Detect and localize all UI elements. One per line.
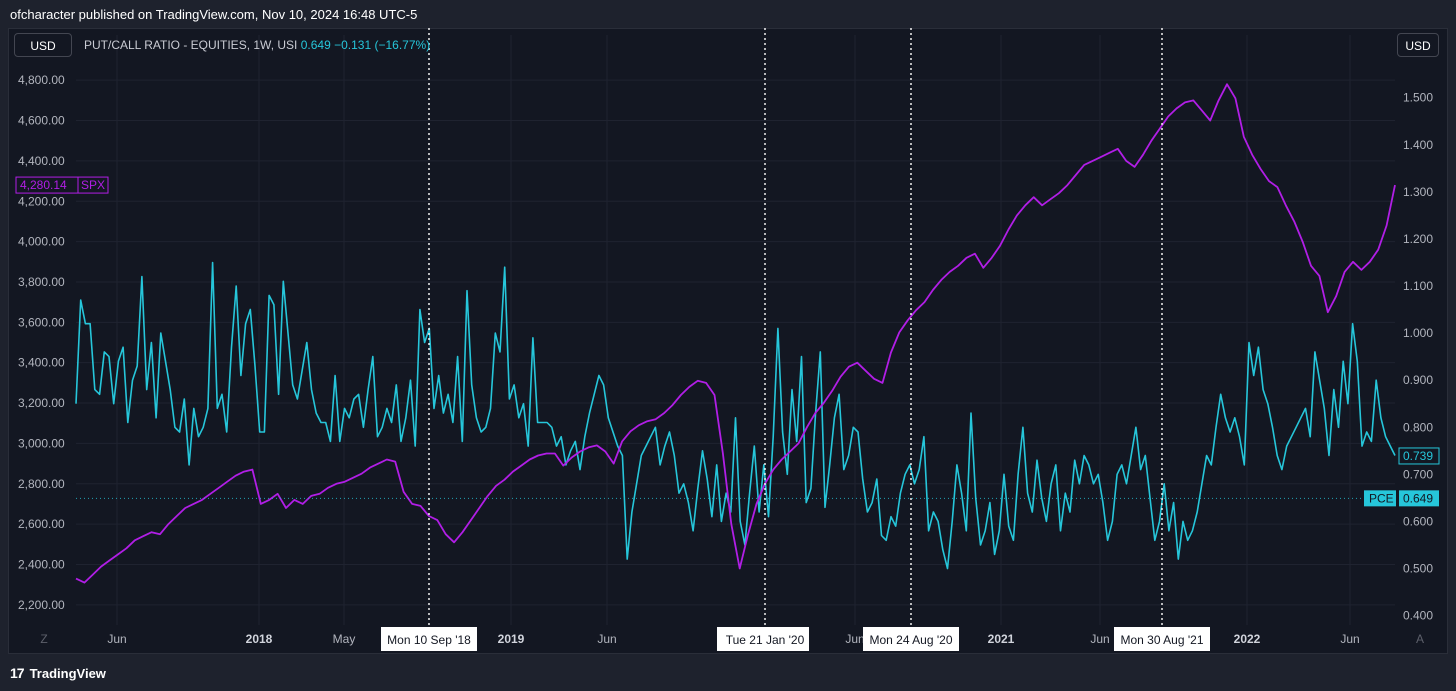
x-axis-tick-label: Jun bbox=[1090, 632, 1109, 646]
publish-header: ofcharacter published on TradingView.com… bbox=[0, 0, 1456, 30]
chart-canvas[interactable]: 4,800.00 4,600.00 4,400.00 4,200.00 4,000.00… bbox=[0, 0, 1456, 656]
x-axis-tick-label: 2021 bbox=[988, 632, 1015, 646]
left-axis-tick-label: 4,800.00 bbox=[18, 73, 65, 87]
right-axis-tick-label: 1.200 bbox=[1403, 232, 1433, 246]
right-scale-mode-button[interactable]: A bbox=[1416, 632, 1424, 646]
pce-name-tag[interactable] bbox=[1364, 490, 1396, 507]
right-axis-tick-label: 0.400 bbox=[1403, 609, 1433, 623]
x-axis-tick-label: Jun bbox=[1340, 632, 1359, 646]
x-axis-tick-label: 2022 bbox=[1234, 632, 1261, 646]
date-marker-label-box bbox=[717, 627, 809, 651]
tradingview-logo-icon: 17 bbox=[10, 665, 25, 681]
x-axis-tick-label: 2018 bbox=[246, 632, 273, 646]
left-axis-tick-label: 2,200.00 bbox=[18, 598, 65, 612]
x-axis-tick-label: Jun bbox=[107, 632, 126, 646]
spx-price-tag[interactable] bbox=[15, 176, 109, 194]
left-axis-tick-label: 4,400.00 bbox=[18, 154, 65, 168]
left-axis-tick-label: 3,800.00 bbox=[18, 275, 65, 289]
left-axis-tick-label: 4,600.00 bbox=[18, 114, 65, 128]
right-axis-tick-label: 0.800 bbox=[1403, 420, 1433, 434]
pce-name-label: PCE bbox=[1369, 491, 1394, 505]
date-marker-label: Mon 24 Aug '20 bbox=[869, 633, 952, 647]
date-marker-label-box bbox=[863, 627, 959, 651]
legend-change: −0.131 (−16.77%) bbox=[334, 38, 431, 52]
right-axis-tick-label: 1.000 bbox=[1403, 326, 1433, 340]
tradingview-logo[interactable]: 17 TradingView bbox=[10, 665, 106, 681]
legend-series-name: PUT/CALL RATIO - EQUITIES, 1W, USI bbox=[84, 38, 298, 52]
date-marker-label-box bbox=[1114, 627, 1210, 651]
footer-bar bbox=[0, 656, 1456, 691]
date-marker-label: Tue 21 Jan '20 bbox=[726, 633, 805, 647]
pce-value-tag[interactable] bbox=[1398, 447, 1440, 465]
x-axis-tick-label: Jun bbox=[845, 632, 864, 646]
left-axis-tick-label: 3,600.00 bbox=[18, 315, 65, 329]
right-axis-tick-label: 1.500 bbox=[1403, 91, 1433, 105]
left-currency-button[interactable]: USD bbox=[14, 33, 72, 57]
legend-value: 0.649 bbox=[300, 38, 331, 52]
date-marker-label: Mon 30 Aug '21 bbox=[1120, 633, 1203, 647]
right-axis-tick-label: 1.100 bbox=[1403, 279, 1433, 293]
spx-tag-name: SPX bbox=[81, 178, 105, 192]
date-marker-label-box bbox=[381, 627, 477, 651]
right-axis-tick-label: 1.300 bbox=[1403, 185, 1433, 199]
pce-series-line[interactable] bbox=[75, 261, 1396, 570]
pce-value-label: 0.739 bbox=[1403, 449, 1433, 463]
left-axis-tick-label: 4,200.00 bbox=[18, 194, 65, 208]
date-marker-label: Mon 10 Sep '18 bbox=[387, 633, 471, 647]
left-axis-tick-label: 4,000.00 bbox=[18, 235, 65, 249]
right-currency-button[interactable]: USD bbox=[1397, 33, 1439, 57]
x-axis-tick-label: 2019 bbox=[498, 632, 525, 646]
left-axis-tick-label: 3,400.00 bbox=[18, 356, 65, 370]
left-axis-tick-label: 3,000.00 bbox=[18, 436, 65, 450]
right-axis-tick-label: 0.500 bbox=[1403, 562, 1433, 576]
chart-pane[interactable] bbox=[8, 28, 1448, 654]
right-axis-tick-label: 0.600 bbox=[1403, 514, 1433, 528]
series-legend[interactable]: PUT/CALL RATIO - EQUITIES, 1W, USI 0.649… bbox=[84, 38, 430, 52]
left-scale-mode-button[interactable]: Z bbox=[40, 632, 47, 646]
left-axis-tick-label: 3,200.00 bbox=[18, 396, 65, 410]
pce-last-tag[interactable] bbox=[1399, 490, 1439, 507]
right-axis-tick-label: 1.400 bbox=[1403, 138, 1433, 152]
spx-price-value: 4,280.14 bbox=[20, 178, 67, 192]
x-axis-tick-label: May bbox=[333, 632, 356, 646]
left-axis-tick-label: 2,600.00 bbox=[18, 517, 65, 531]
pce-last-label: 0.649 bbox=[1403, 491, 1433, 505]
x-axis-tick-label: Jun bbox=[597, 632, 616, 646]
published-text: ofcharacter published on TradingView.com… bbox=[10, 7, 418, 22]
tradingview-brand: TradingView bbox=[29, 665, 106, 681]
right-axis-tick-label: 0.900 bbox=[1403, 373, 1433, 387]
spx-series-line[interactable] bbox=[75, 83, 1396, 584]
left-axis-tick-label: 2,800.00 bbox=[18, 477, 65, 491]
left-axis-tick-label: 2,400.00 bbox=[18, 557, 65, 571]
right-axis-tick-label: 0.700 bbox=[1403, 467, 1433, 481]
